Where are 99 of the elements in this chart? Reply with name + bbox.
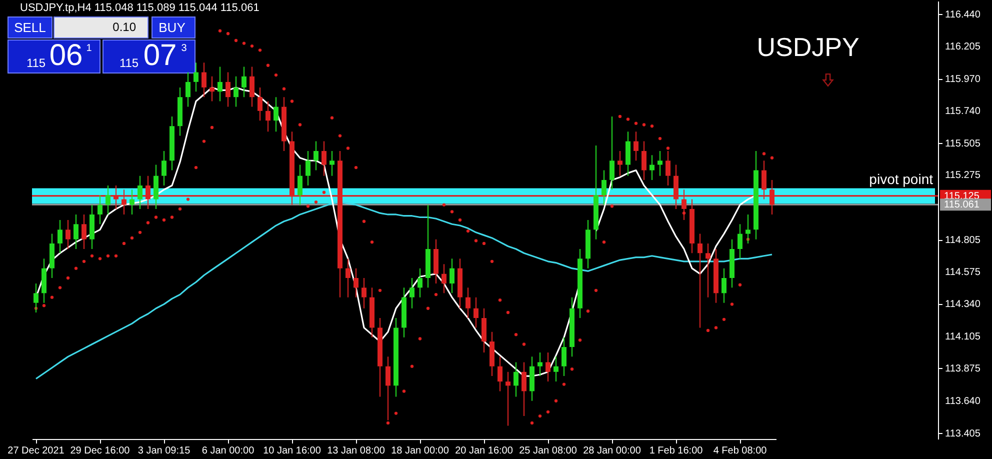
candlestick <box>498 356 502 392</box>
x-tick-label: 1 Feb 16:00 <box>649 446 704 456</box>
candlestick <box>642 140 646 180</box>
candlestick <box>330 150 334 176</box>
candlestick <box>186 72 190 108</box>
candlestick <box>66 220 70 250</box>
line-series <box>35 201 773 380</box>
candlestick <box>234 76 238 108</box>
candlestick <box>410 277 414 309</box>
candlestick <box>418 268 422 298</box>
candlestick <box>250 66 254 108</box>
candlestick <box>666 150 670 186</box>
y-tick-label: 113.875 <box>945 363 981 374</box>
candlestick <box>258 86 262 122</box>
y-tick-label: 115.505 <box>945 138 981 150</box>
candlestick <box>130 189 134 215</box>
x-tick-label: 18 Jan 00:00 <box>391 446 450 456</box>
candlestick <box>138 175 142 210</box>
y-tick-label: 115.275 <box>945 170 981 182</box>
candlestick <box>346 258 350 298</box>
candlestick <box>362 277 366 309</box>
annotation: SELL <box>14 20 46 35</box>
candlestick <box>442 264 446 294</box>
candlestick <box>554 356 558 382</box>
x-tick-label: 6 Jan 00:00 <box>202 446 255 456</box>
candlestick <box>474 296 478 328</box>
candlestick <box>194 62 198 92</box>
ref-line-label: 115.125 <box>944 190 980 202</box>
y-tick-label: 114.105 <box>945 332 981 343</box>
candlestick <box>162 150 166 186</box>
annotation: 06 <box>49 39 83 72</box>
chart-title: USDJPY.tp,H4 115.048 115.089 115.044 115.061 <box>20 2 260 14</box>
candlestick <box>514 362 518 398</box>
candlestick <box>634 131 638 162</box>
candlestick <box>218 66 222 102</box>
y-tick-label: 114.805 <box>945 235 981 246</box>
y-tick-label: 113.405 <box>945 428 981 440</box>
x-tick-label: 3 Jan 09:15 <box>138 446 191 456</box>
candlestick <box>602 170 606 206</box>
candlestick <box>74 214 78 250</box>
candlestick <box>698 233 702 328</box>
ref-line-label: 115.061 <box>944 200 980 211</box>
y-tick-label: 116.205 <box>945 42 981 53</box>
candlestick <box>226 72 230 108</box>
candlestick <box>58 220 62 254</box>
candlestick <box>354 268 358 298</box>
candlestick <box>106 184 110 215</box>
x-tick-label: 25 Jan 08:00 <box>519 446 578 456</box>
x-tick-label: 4 Feb 08:00 <box>713 446 768 456</box>
annotation: 1 <box>86 43 92 54</box>
annotation: 0.10 <box>112 20 136 34</box>
x-tick-label: 20 Jan 16:00 <box>455 446 514 456</box>
candlestick <box>482 308 486 354</box>
candlestick <box>706 242 710 298</box>
annotation: BUY <box>158 20 186 35</box>
annotation: 115 <box>119 56 139 70</box>
candlestick <box>298 164 302 206</box>
x-tick-label: 29 Dec 16:00 <box>70 446 130 456</box>
candlestick <box>562 336 566 377</box>
candlestick <box>322 140 326 176</box>
y-tick-label: 115.740 <box>945 106 981 117</box>
candlestick <box>546 352 550 382</box>
candlestick <box>314 140 318 171</box>
y-tick-label: 113.640 <box>945 396 981 407</box>
candlestick <box>738 224 742 260</box>
candlestick <box>154 164 158 210</box>
x-tick-label: 13 Jan 08:00 <box>327 446 386 456</box>
annotation: USDJPY <box>756 32 860 62</box>
y-tick-label: 116.440 <box>945 9 981 20</box>
candlestick <box>658 150 662 176</box>
y-tick-label: 115.970 <box>945 74 981 86</box>
x-tick-label: 28 Jan 00:00 <box>583 446 642 456</box>
candlestick <box>98 194 102 225</box>
candlestick <box>82 214 86 250</box>
candlestick <box>274 96 278 132</box>
candlestick <box>266 100 270 132</box>
candlestick <box>522 362 526 417</box>
candlestick <box>242 66 246 98</box>
candlestick <box>386 356 390 421</box>
candlestick <box>650 154 654 180</box>
x-tick-label: 10 Jan 16:00 <box>263 446 322 456</box>
candlestick <box>202 62 206 98</box>
candlestick <box>506 371 510 426</box>
annotation: 07 <box>143 39 177 72</box>
x-tick-label: 27 Dec 2021 <box>8 446 65 456</box>
candlestick <box>610 116 614 190</box>
candlestick <box>538 352 542 377</box>
y-tick-label: 114.340 <box>945 299 981 310</box>
candlestick <box>722 268 726 304</box>
annotation: 3 <box>181 43 188 54</box>
candlestick <box>466 287 470 319</box>
candlestick <box>210 76 214 102</box>
candlestick <box>626 131 630 176</box>
candlestick <box>306 150 310 186</box>
annotation: 115 <box>26 56 46 70</box>
candlestick <box>618 150 622 176</box>
band-label: pivot point <box>869 171 934 188</box>
y-tick-label: 114.575 <box>945 266 981 278</box>
candlestick <box>450 258 454 294</box>
